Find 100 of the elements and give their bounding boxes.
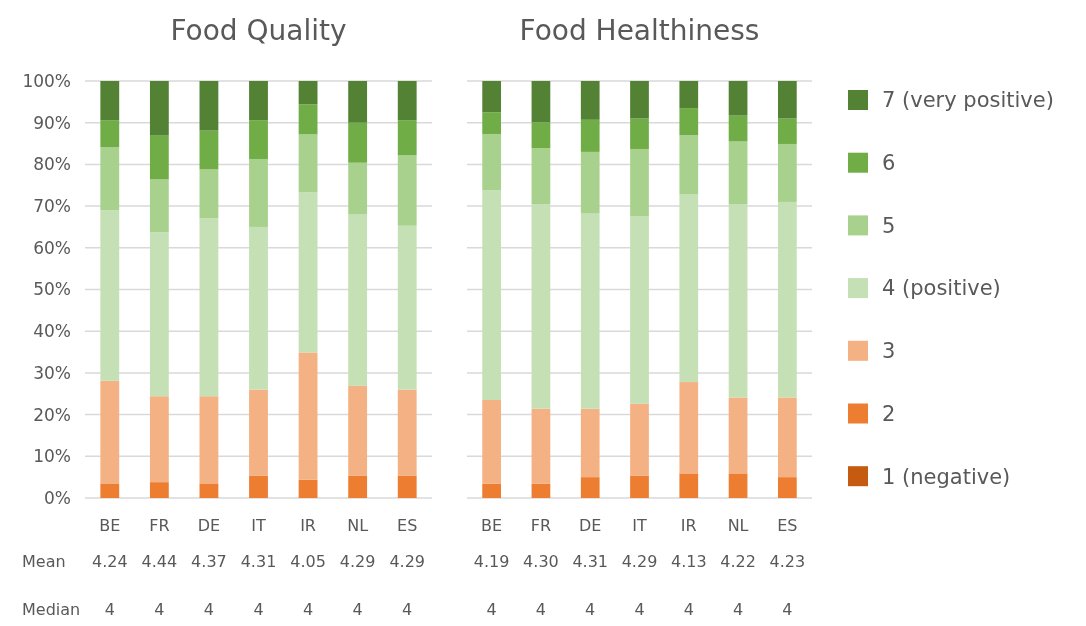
x-tick-label: NL (727, 516, 749, 535)
bar (531, 122, 551, 149)
y-tick-label: 80% (33, 154, 71, 175)
y-tick-label: 20% (33, 404, 71, 425)
bar (298, 479, 318, 498)
bar (630, 216, 649, 404)
bar (728, 141, 748, 205)
bar (777, 81, 797, 119)
bar (397, 225, 417, 390)
bar (679, 81, 699, 109)
y-tick-label: 30% (33, 362, 71, 383)
text: 4 (535, 600, 547, 619)
text: 4.29 (621, 552, 658, 571)
bar (100, 147, 120, 211)
text: 4.44 (141, 552, 178, 571)
bar (728, 81, 748, 116)
text: 4 (302, 600, 314, 619)
x-tick-label: NL (347, 516, 369, 535)
bar (348, 162, 368, 215)
legend-label: 4 (positive) (882, 276, 1001, 301)
bar (531, 148, 551, 205)
bar (149, 179, 169, 233)
bar (580, 151, 600, 214)
bar (728, 397, 748, 474)
text: 4 (683, 600, 694, 619)
bar (482, 81, 502, 113)
bar (777, 143, 797, 202)
bar (630, 148, 649, 217)
y-tick-label: 10% (33, 446, 71, 467)
legend-label: 5 (882, 213, 896, 238)
bar (531, 204, 551, 409)
bar (580, 408, 600, 478)
text: 4 (585, 600, 596, 619)
text: 4.19 (473, 552, 510, 571)
bar (149, 482, 169, 498)
bar (100, 380, 120, 484)
text: 4 (402, 600, 413, 619)
text: 4.13 (670, 552, 707, 571)
text: 4.23 (769, 552, 806, 571)
bar (199, 218, 219, 397)
bar (482, 133, 502, 191)
bar (728, 115, 748, 142)
x-tick-label: IR (300, 516, 316, 535)
x-tick-label: FR (530, 516, 552, 535)
text: 4 (203, 600, 215, 619)
legend-label: 1 (negative) (882, 464, 1011, 489)
bar (149, 135, 169, 180)
text: 4.31 (572, 552, 609, 571)
bar (679, 108, 699, 136)
x-tick-label: FR (149, 516, 170, 535)
bar (630, 403, 649, 476)
bar (149, 396, 169, 483)
text: 4.22 (720, 552, 756, 571)
bar (199, 396, 219, 484)
bar (777, 477, 797, 498)
bar (482, 400, 502, 484)
text: 4.05 (290, 552, 326, 571)
bar (397, 155, 417, 226)
bar (397, 120, 417, 156)
bar (249, 226, 268, 390)
legend-label: 2 (882, 401, 896, 426)
text: 4 (154, 600, 165, 619)
bar (298, 104, 318, 135)
text: 4 (253, 600, 264, 619)
bar (580, 119, 600, 152)
bar (679, 194, 699, 383)
text: 4.24 (91, 552, 128, 571)
bar (531, 81, 551, 123)
bar (298, 352, 318, 480)
y-tick-label: 60% (33, 237, 71, 258)
y-tick-label: 40% (33, 321, 71, 342)
bar (397, 389, 417, 476)
x-tick-label: IT (632, 516, 647, 535)
x-tick-label: BE (99, 516, 121, 535)
bar (728, 473, 748, 498)
bar (199, 169, 219, 219)
bar (249, 81, 268, 121)
x-tick-label: BE (481, 516, 503, 535)
bar (580, 477, 600, 498)
x-tick-label: IR (680, 516, 697, 535)
text: 4 (486, 600, 497, 619)
x-tick-label: DE (579, 516, 602, 535)
bar (580, 213, 600, 409)
bar (728, 204, 748, 398)
bar (630, 118, 649, 149)
bar (777, 201, 797, 398)
bar (298, 81, 318, 105)
bar (199, 130, 219, 170)
bar (249, 475, 268, 498)
bar (249, 120, 268, 159)
bar (777, 397, 797, 478)
legend-label: 3 (882, 339, 896, 364)
x-tick-label: DE (197, 516, 221, 535)
text: 4.29 (339, 552, 376, 571)
text: 4.29 (389, 552, 426, 571)
bar (100, 483, 120, 498)
bar (679, 135, 699, 195)
bar (249, 158, 268, 227)
bar (348, 214, 368, 386)
bar (630, 475, 649, 498)
